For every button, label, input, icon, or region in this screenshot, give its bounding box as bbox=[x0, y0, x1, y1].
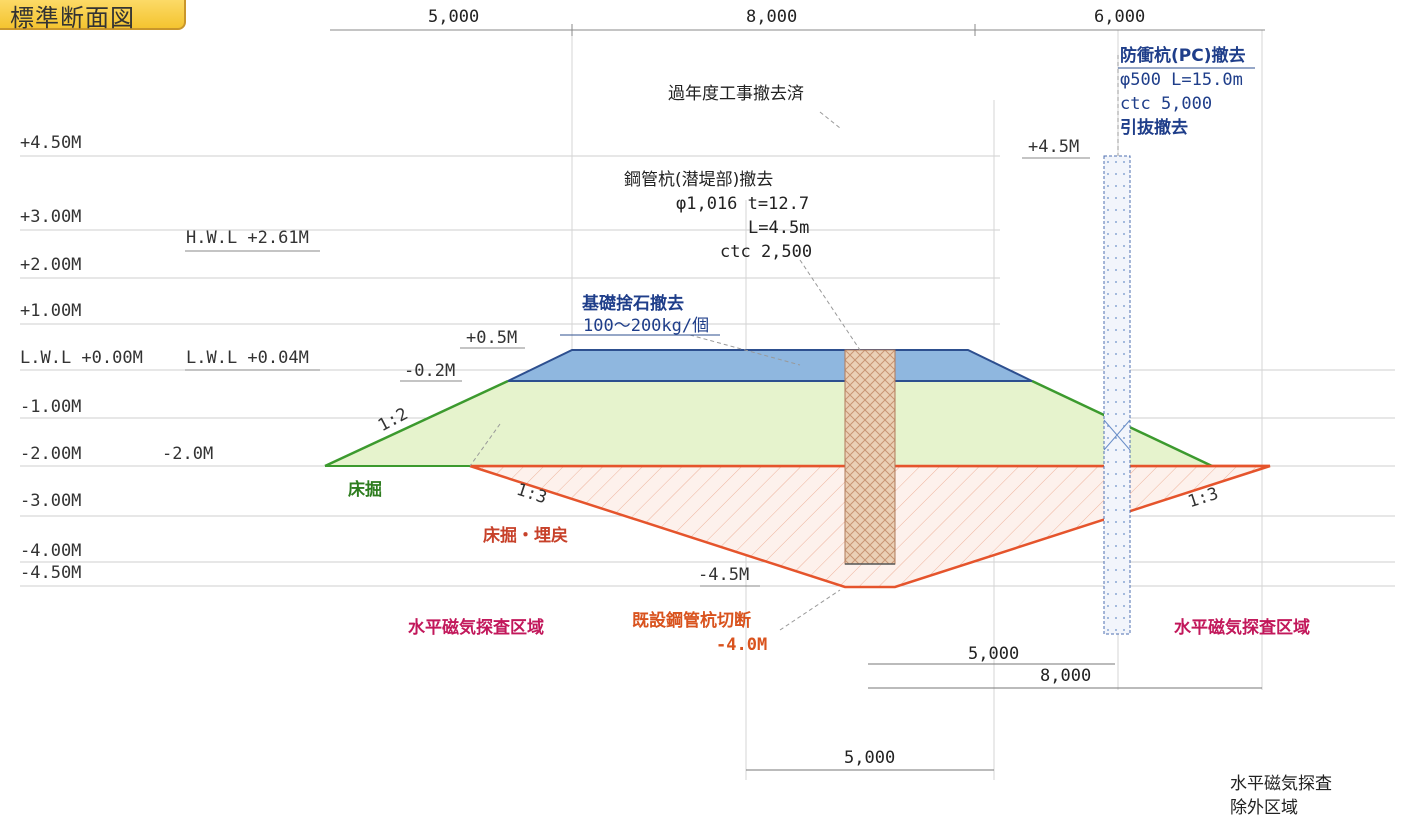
drawing-title-tab: 標準断面図 bbox=[0, 0, 186, 32]
note-fender-pile-method: 引抜撤去 bbox=[1120, 118, 1188, 138]
note-fender-pile-title: 防衝杭(PC)撤去 bbox=[1120, 46, 1246, 66]
elev-plus-0-5: +0.5M bbox=[466, 328, 518, 348]
note-removed-previously: 過年度工事撤去済 bbox=[668, 84, 804, 104]
bottom-dim-1: 5,000 bbox=[968, 644, 1020, 664]
label-excavation-backfill: 床掘・埋戻 bbox=[483, 526, 568, 546]
level-label: L.W.L +0.00M bbox=[20, 348, 143, 368]
lwl-label: L.W.L +0.04M bbox=[186, 348, 309, 368]
note-foundation-weight: 100～200kg/個 bbox=[583, 316, 710, 336]
label-survey-excluded-2: 除外区域 bbox=[1230, 798, 1298, 818]
note-steel-pile-ctc: ctc 2,500 bbox=[720, 242, 813, 262]
level-label: -4.00M bbox=[20, 541, 82, 561]
bottom-dim-3: 5,000 bbox=[844, 748, 896, 768]
level-label: +2.00M bbox=[20, 255, 82, 275]
label-survey-area-right: 水平磁気探査区域 bbox=[1174, 618, 1310, 638]
note-steel-pile-length: L=4.5m bbox=[748, 218, 810, 238]
label-survey-area-left: 水平磁気探査区域 bbox=[408, 618, 544, 638]
steel-pipe-pile bbox=[844, 349, 896, 565]
fender-pile bbox=[1103, 155, 1131, 635]
note-foundation-title: 基礎捨石撤去 bbox=[582, 294, 684, 314]
foundation-rubble-layer bbox=[507, 349, 1033, 382]
elev-minus-0-2: -0.2M bbox=[404, 361, 456, 381]
hwl-label: H.W.L +2.61M bbox=[186, 228, 309, 248]
level-label: -3.00M bbox=[20, 491, 82, 511]
elev-minus-2-0: -2.0M bbox=[162, 444, 214, 464]
elev-minus-4-5: -4.5M bbox=[698, 565, 750, 585]
drawing-title: 標準断面図 bbox=[10, 4, 135, 32]
label-excavation: 床掘 bbox=[348, 480, 382, 500]
note-steel-pile-spec: φ1,016 t=12.7 bbox=[676, 194, 810, 214]
note-cut-pile-level: -4.0M bbox=[716, 635, 768, 655]
level-label: +4.50M bbox=[20, 133, 82, 153]
level-label: +1.00M bbox=[20, 301, 82, 321]
elev-plus-4-5: +4.5M bbox=[1028, 137, 1080, 157]
level-label: +3.00M bbox=[20, 207, 82, 227]
level-label: -2.00M bbox=[20, 444, 82, 464]
note-cut-pile: 既設鋼管杭切断 bbox=[632, 611, 751, 631]
note-steel-pile-title: 鋼管杭(潜堤部)撤去 bbox=[624, 170, 774, 190]
note-fender-pile-ctc: ctc 5,000 bbox=[1120, 94, 1213, 114]
bottom-dim-2: 8,000 bbox=[1040, 666, 1092, 686]
mound-body bbox=[325, 381, 1212, 466]
level-label: -1.00M bbox=[20, 397, 82, 417]
top-dim-2: 8,000 bbox=[746, 7, 798, 27]
top-dim-3: 6,000 bbox=[1094, 7, 1146, 27]
note-fender-pile-spec: φ500 L=15.0m bbox=[1120, 70, 1243, 90]
label-survey-excluded-1: 水平磁気探査 bbox=[1230, 774, 1332, 794]
top-dim-1: 5,000 bbox=[428, 7, 480, 27]
level-label: -4.50M bbox=[20, 563, 82, 583]
